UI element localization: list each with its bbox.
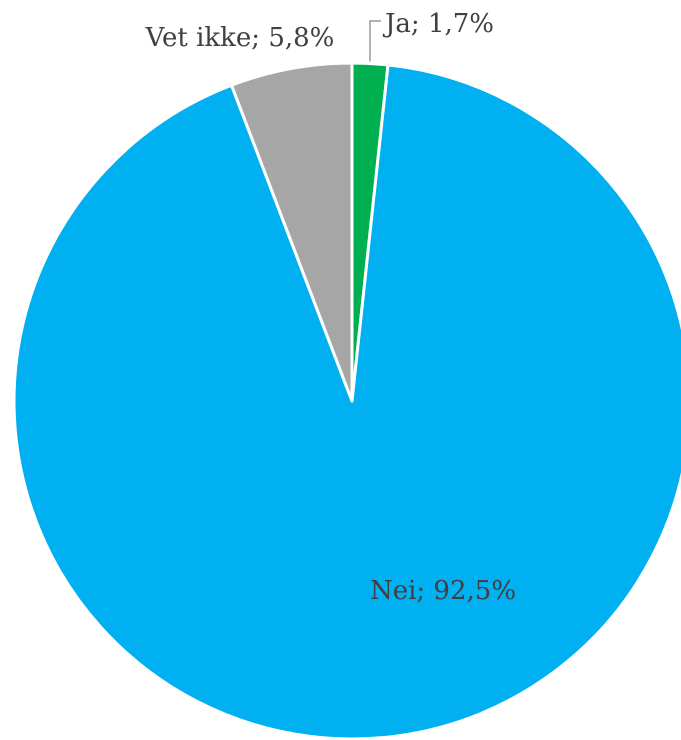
pie-slice-nei — [12, 63, 681, 740]
labels-layer: Ja; 1,7% Nei; 92,5% Vet ikke; 5,8% — [145, 9, 516, 606]
data-label-vet-ikke: Vet ikke; 5,8% — [145, 23, 335, 53]
data-label-nei: Nei; 92,5% — [370, 576, 516, 606]
pie-slice-vet-ikke — [230, 61, 354, 403]
slices-layer — [12, 61, 681, 740]
data-label-ja: Ja; 1,7% — [382, 9, 494, 39]
leader-line-ja — [369, 20, 381, 62]
